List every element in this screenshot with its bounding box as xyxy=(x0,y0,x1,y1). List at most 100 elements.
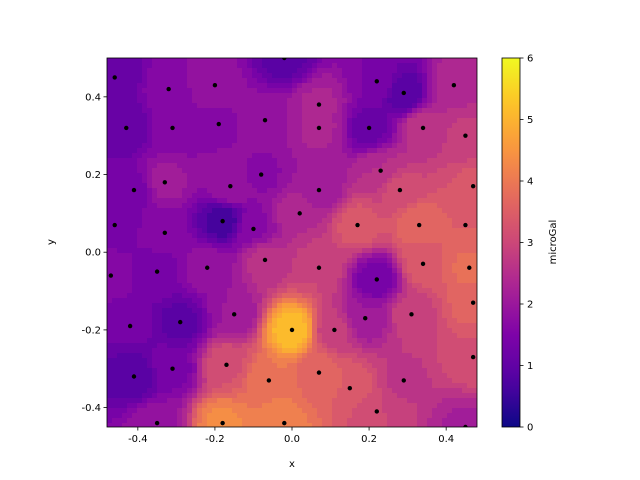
contour-cell xyxy=(297,238,303,244)
contour-cell xyxy=(357,118,363,124)
contour-cell xyxy=(147,288,153,294)
contour-cell xyxy=(422,73,428,79)
contour-cell xyxy=(317,373,323,379)
contour-cell xyxy=(247,58,253,64)
contour-cell xyxy=(297,203,303,209)
contour-cell xyxy=(357,293,363,299)
contour-cell xyxy=(217,68,223,74)
contour-cell xyxy=(187,248,193,254)
contour-cell xyxy=(177,278,183,284)
contour-cell xyxy=(232,193,238,199)
contour-cell xyxy=(467,383,473,389)
contour-cell xyxy=(382,383,388,389)
contour-cell xyxy=(302,58,308,64)
contour-cell xyxy=(122,143,128,149)
contour-cell xyxy=(117,238,123,244)
contour-cell xyxy=(147,198,153,204)
contour-cell xyxy=(122,238,128,244)
contour-cell xyxy=(442,193,448,199)
contour-cell xyxy=(337,163,343,169)
contour-cell xyxy=(357,93,363,99)
contour-cell xyxy=(412,363,418,369)
contour-cell xyxy=(197,128,203,134)
contour-cell xyxy=(437,243,443,249)
contour-cell xyxy=(107,178,113,184)
contour-cell xyxy=(132,103,138,109)
contour-cell xyxy=(232,123,238,129)
contour-cell xyxy=(107,348,113,354)
contour-cell xyxy=(432,263,438,269)
contour-cell xyxy=(242,243,248,249)
contour-cell xyxy=(422,78,428,84)
contour-cell xyxy=(172,203,178,209)
contour-cell xyxy=(147,153,153,159)
contour-cell xyxy=(392,333,398,339)
contour-cell xyxy=(357,383,363,389)
contour-cell xyxy=(257,143,263,149)
contour-cell xyxy=(287,268,293,274)
contour-cell xyxy=(332,133,338,139)
contour-cell xyxy=(332,93,338,99)
contour-cell xyxy=(172,83,178,89)
contour-cell xyxy=(372,318,378,324)
contour-cell xyxy=(432,63,438,69)
contour-cell xyxy=(172,123,178,129)
contour-cell xyxy=(387,183,393,189)
contour-cell xyxy=(227,153,233,159)
contour-cell xyxy=(452,158,458,164)
contour-cell xyxy=(412,328,418,334)
contour-cell xyxy=(467,108,473,114)
contour-cell xyxy=(207,258,213,264)
contour-cell xyxy=(427,223,433,229)
contour-cell xyxy=(332,253,338,259)
contour-cell xyxy=(107,388,113,394)
contour-cell xyxy=(302,173,308,179)
contour-cell xyxy=(322,338,328,344)
contour-cell xyxy=(137,223,143,229)
contour-cell xyxy=(247,248,253,254)
contour-cell xyxy=(422,258,428,264)
contour-cell xyxy=(152,233,158,239)
contour-cell xyxy=(252,253,258,259)
contour-cell xyxy=(247,233,253,239)
contour-cell xyxy=(437,148,443,154)
contour-cell xyxy=(217,203,223,209)
contour-cell xyxy=(107,358,113,364)
contour-cell xyxy=(462,373,468,379)
contour-cell xyxy=(342,163,348,169)
contour-cell xyxy=(472,298,477,304)
contour-cell xyxy=(127,83,133,89)
contour-cell xyxy=(442,218,448,224)
contour-cell xyxy=(227,358,233,364)
contour-cell xyxy=(347,238,353,244)
contour-cell xyxy=(267,98,273,104)
contour-cell xyxy=(392,233,398,239)
contour-cell xyxy=(122,273,128,279)
contour-cell xyxy=(162,123,168,129)
contour-cell xyxy=(387,63,393,69)
contour-cell xyxy=(432,198,438,204)
contour-cell xyxy=(127,228,133,234)
contour-cell xyxy=(447,103,453,109)
contour-cell xyxy=(122,158,128,164)
contour-cell xyxy=(462,103,468,109)
contour-cell xyxy=(402,248,408,254)
contour-cell xyxy=(387,373,393,379)
contour-cell xyxy=(217,98,223,104)
contour-cell xyxy=(117,348,123,354)
contour-cell xyxy=(252,308,258,314)
contour-cell xyxy=(107,308,113,314)
contour-cell xyxy=(307,73,313,79)
contour-cell xyxy=(442,103,448,109)
contour-cell xyxy=(467,268,473,274)
contour-cell xyxy=(407,183,413,189)
contour-cell xyxy=(272,168,278,174)
contour-cell xyxy=(372,213,378,219)
contour-cell xyxy=(472,83,477,89)
contour-cell xyxy=(312,173,318,179)
contour-cell xyxy=(192,253,198,259)
contour-cell xyxy=(442,133,448,139)
contour-cell xyxy=(362,308,368,314)
contour-cell xyxy=(232,268,238,274)
contour-cell xyxy=(127,133,133,139)
